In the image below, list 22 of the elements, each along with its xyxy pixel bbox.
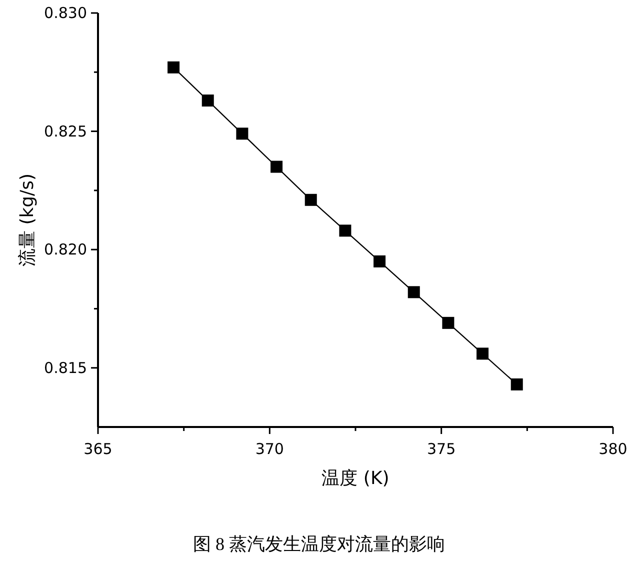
point <box>339 224 352 237</box>
x-tick-label: 375 <box>427 440 456 458</box>
point <box>442 316 454 329</box>
y-tick-label: 0.815 <box>44 358 87 377</box>
point <box>476 348 489 360</box>
point <box>270 160 283 173</box>
point <box>408 286 420 298</box>
point <box>304 194 317 206</box>
y-tick-label: 0.825 <box>44 122 87 140</box>
x-axis-title: 温度 (K) <box>322 468 390 489</box>
point <box>374 255 386 268</box>
y-tick-label: 0.820 <box>44 240 87 259</box>
x-tick-label: 380 <box>598 440 628 458</box>
point <box>510 378 523 390</box>
y-axis-title: 流量 (kg/s) <box>17 173 38 267</box>
caption: 图 8 蒸汽发生温度对流量的影响 <box>193 534 445 554</box>
point <box>202 94 214 107</box>
y-tick-label: 0.830 <box>44 4 87 22</box>
x-tick-label: 370 <box>255 440 284 458</box>
x-tick-label: 365 <box>84 440 112 458</box>
point <box>168 61 180 74</box>
point <box>236 128 248 140</box>
